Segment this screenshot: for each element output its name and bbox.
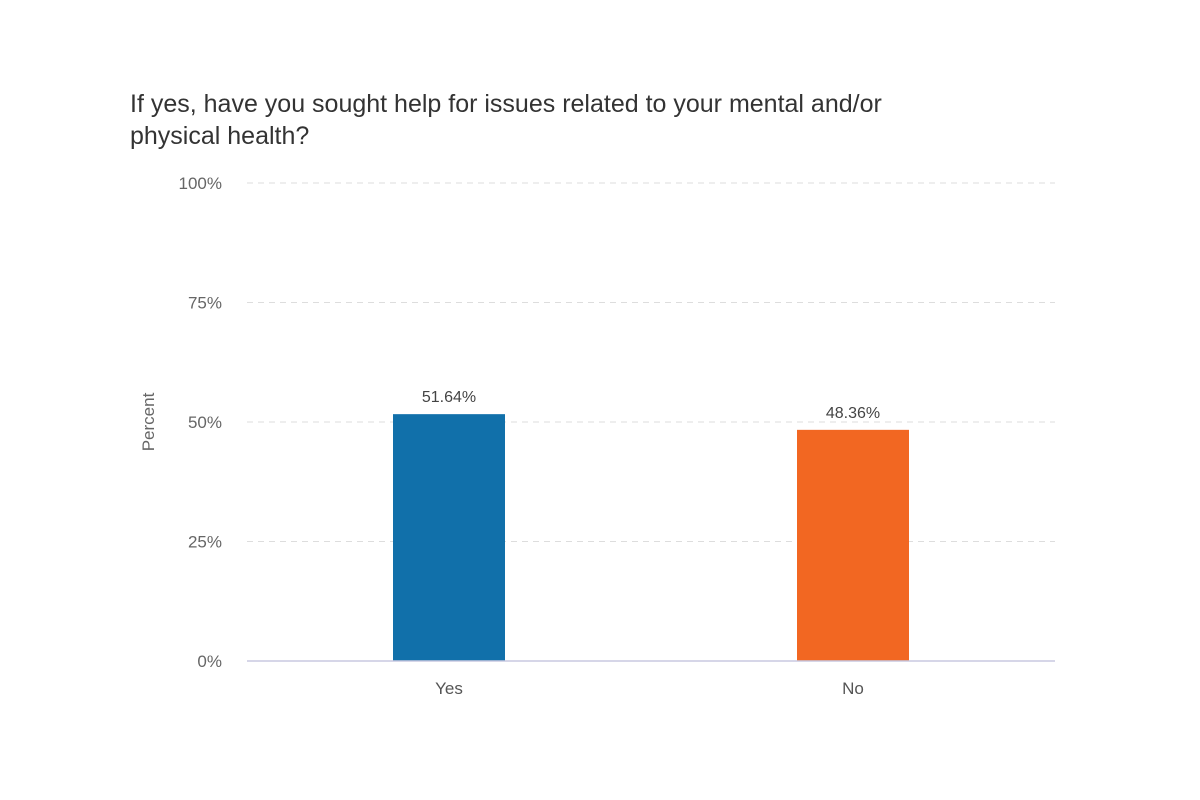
chart-title: If yes, have you sought help for issues … [130, 90, 882, 150]
y-tick-label: 25% [188, 533, 222, 552]
y-tick-label: 100% [179, 174, 222, 193]
data-label: 51.64% [422, 389, 476, 406]
y-tick-label: 0% [197, 652, 222, 671]
x-tick-label: Yes [435, 679, 463, 698]
data-label: 48.36% [826, 405, 880, 422]
bar-no [797, 429, 909, 661]
bar-yes [393, 414, 505, 661]
y-tick-label: 75% [188, 294, 222, 313]
x-tick-label: No [842, 679, 864, 698]
y-tick-label: 50% [188, 413, 222, 432]
y-axis-label: Percent [139, 392, 158, 451]
